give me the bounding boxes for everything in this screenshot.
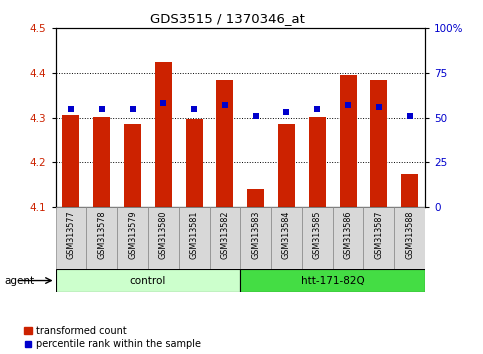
Bar — [370, 80, 387, 207]
Bar — [179, 207, 210, 269]
Bar — [62, 115, 79, 207]
Bar — [56, 269, 241, 292]
Bar — [340, 75, 356, 207]
Bar — [333, 207, 364, 269]
Bar — [247, 189, 264, 207]
Text: htt-171-82Q: htt-171-82Q — [301, 275, 365, 286]
Bar — [86, 207, 117, 269]
Text: GSM313580: GSM313580 — [159, 210, 168, 258]
Bar — [56, 207, 86, 269]
Bar — [185, 119, 202, 207]
Bar — [309, 117, 326, 207]
Bar — [216, 80, 233, 207]
Point — [67, 106, 75, 112]
Text: GSM313583: GSM313583 — [251, 210, 260, 258]
Text: GSM313582: GSM313582 — [220, 210, 229, 259]
Text: GDS3515 / 1370346_at: GDS3515 / 1370346_at — [150, 12, 304, 25]
Point — [190, 106, 198, 112]
Point — [375, 104, 383, 110]
Point — [159, 101, 167, 106]
Bar — [240, 269, 425, 292]
Text: GSM313586: GSM313586 — [343, 210, 353, 258]
Text: GSM313578: GSM313578 — [97, 210, 106, 259]
Text: GSM313585: GSM313585 — [313, 210, 322, 259]
Bar — [124, 124, 141, 207]
Point — [283, 109, 290, 115]
Text: agent: agent — [5, 275, 35, 286]
Text: control: control — [130, 275, 166, 286]
Text: GSM313577: GSM313577 — [67, 210, 75, 259]
Bar — [278, 124, 295, 207]
Bar — [210, 207, 240, 269]
Bar — [148, 207, 179, 269]
Text: GSM313579: GSM313579 — [128, 210, 137, 259]
Bar — [93, 117, 110, 207]
Point — [221, 102, 229, 108]
Text: GSM313584: GSM313584 — [282, 210, 291, 258]
Bar — [302, 207, 333, 269]
Legend: transformed count, percentile rank within the sample: transformed count, percentile rank withi… — [24, 326, 201, 349]
Point — [344, 102, 352, 108]
Point — [313, 106, 321, 112]
Text: GSM313588: GSM313588 — [405, 210, 414, 258]
Bar — [394, 207, 425, 269]
Text: GSM313581: GSM313581 — [190, 210, 199, 258]
Bar — [240, 207, 271, 269]
Text: GSM313587: GSM313587 — [374, 210, 384, 259]
Bar — [364, 207, 394, 269]
Point — [406, 113, 413, 119]
Bar — [271, 207, 302, 269]
Point — [252, 113, 259, 119]
Point — [98, 106, 106, 112]
Bar — [401, 173, 418, 207]
Bar — [117, 207, 148, 269]
Point — [128, 106, 136, 112]
Bar — [155, 62, 172, 207]
